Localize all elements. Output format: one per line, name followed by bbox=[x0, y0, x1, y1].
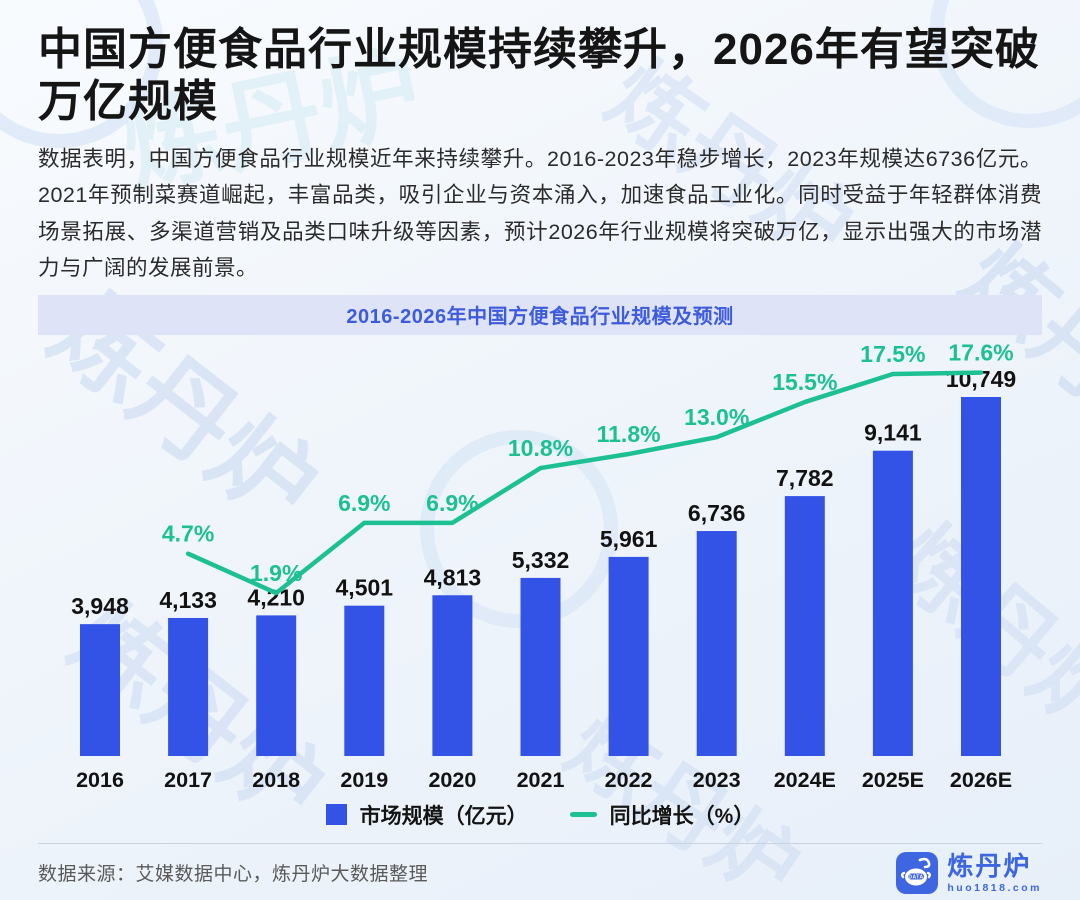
footer: 数据来源：艾媒数据中心，炼丹炉大数据整理 DATA 炼丹炉 huo1818.co… bbox=[38, 851, 1042, 894]
bar-2024E bbox=[784, 495, 825, 756]
content-column: 中国方便食品行业规模持续攀升，2026年有望突破万亿规模 数据表明，中国方便食品… bbox=[0, 24, 1080, 894]
legend-line-swatch bbox=[569, 812, 597, 818]
growth-point-label: 15.5% bbox=[772, 369, 837, 395]
cauldron-icon: DATA bbox=[901, 857, 932, 886]
growth-point-label: 6.9% bbox=[426, 490, 478, 516]
bar-value-label: 5,332 bbox=[512, 547, 570, 573]
bar-2023 bbox=[696, 530, 737, 756]
brand-name: 炼丹炉 bbox=[947, 850, 1032, 881]
chart-legend: 市场规模（亿元） 同比增长（%） bbox=[38, 800, 1042, 830]
bar-value-label: 10,749 bbox=[946, 366, 1016, 392]
brand-logo-icon: DATA bbox=[896, 851, 939, 894]
x-axis-label: 2026E bbox=[950, 768, 1012, 792]
growth-point-label: 4.7% bbox=[162, 521, 214, 547]
bar-value-label: 9,141 bbox=[864, 420, 922, 446]
growth-point-label: 1.9% bbox=[250, 560, 302, 586]
legend-line-label: 同比增长（%） bbox=[609, 804, 755, 828]
growth-point-label: 17.5% bbox=[860, 341, 925, 367]
bar-2026E bbox=[961, 396, 1001, 756]
bar-2020 bbox=[432, 595, 473, 756]
growth-point-label: 17.6% bbox=[948, 339, 1013, 365]
x-axis-label: 2022 bbox=[605, 768, 653, 792]
legend-bar-swatch bbox=[325, 804, 347, 826]
growth-line bbox=[185, 370, 984, 596]
bar-value-label: 4,210 bbox=[247, 584, 305, 610]
bar-value-label: 4,501 bbox=[336, 574, 394, 600]
bar-2018 bbox=[256, 615, 297, 756]
bar-value-label: 5,961 bbox=[600, 526, 658, 552]
growth-point-label: 13.0% bbox=[684, 404, 749, 430]
intro-paragraph: 数据表明，中国方便食品行业规模近年来持续攀升。2016-2023年稳步增长，20… bbox=[38, 146, 1042, 281]
x-axis-label: 2025E bbox=[862, 768, 924, 792]
x-axis-label: 2016 bbox=[76, 768, 124, 792]
bar-value-label: 4,133 bbox=[159, 587, 217, 613]
bar-value-label: 3,948 bbox=[71, 593, 129, 619]
chart-title-band: 2016-2026年中国方便食品行业规模及预测 bbox=[38, 294, 1042, 335]
brand-logo: DATA 炼丹炉 huo1818.com bbox=[896, 851, 1042, 894]
growth-point-label: 11.8% bbox=[597, 421, 661, 447]
x-axis-label: 2018 bbox=[252, 768, 300, 792]
svg-text:DATA: DATA bbox=[909, 874, 924, 880]
data-source-text: 数据来源：艾媒数据中心，炼丹炉大数据整理 bbox=[38, 864, 429, 886]
x-axis-label: 2020 bbox=[428, 768, 476, 792]
bar-2017 bbox=[168, 617, 209, 756]
growth-point-label: 6.9% bbox=[338, 490, 390, 516]
chart-area: 3,948 2016 4,133 2017 4,210 2018 4,501 2019 4,81… bbox=[38, 335, 1042, 797]
legend-bar-label: 市场规模（亿元） bbox=[359, 804, 528, 828]
bar-2022 bbox=[608, 556, 649, 756]
brand-logo-text: 炼丹炉 huo1818.com bbox=[947, 853, 1042, 894]
x-axis-label: 2021 bbox=[517, 768, 565, 792]
chart-title: 2016-2026年中国方便食品行业规模及预测 bbox=[346, 306, 734, 329]
bar-2021 bbox=[520, 577, 561, 756]
x-axis-label: 2019 bbox=[340, 768, 388, 792]
x-axis-label: 2017 bbox=[164, 768, 212, 792]
growth-point-label: 10.8% bbox=[508, 435, 573, 461]
footer-divider bbox=[38, 842, 1042, 844]
bar-2016 bbox=[80, 623, 120, 756]
bar-line-chart: 3,948 2016 4,133 2017 4,210 2018 4,501 2019 4,81… bbox=[71, 339, 1016, 792]
x-axis-label: 2024E bbox=[774, 768, 836, 792]
bar-value-label: 6,736 bbox=[688, 500, 746, 526]
page-title: 中国方便食品行业规模持续攀升，2026年有望突破万亿规模 bbox=[38, 25, 1040, 126]
bar-value-label: 7,782 bbox=[776, 465, 834, 491]
x-axis-label: 2023 bbox=[693, 768, 741, 792]
bar-2019 bbox=[344, 605, 385, 756]
bar-value-label: 4,813 bbox=[424, 564, 482, 590]
brand-url: huo1818.com bbox=[947, 881, 1042, 894]
bar-2025E bbox=[872, 450, 913, 756]
